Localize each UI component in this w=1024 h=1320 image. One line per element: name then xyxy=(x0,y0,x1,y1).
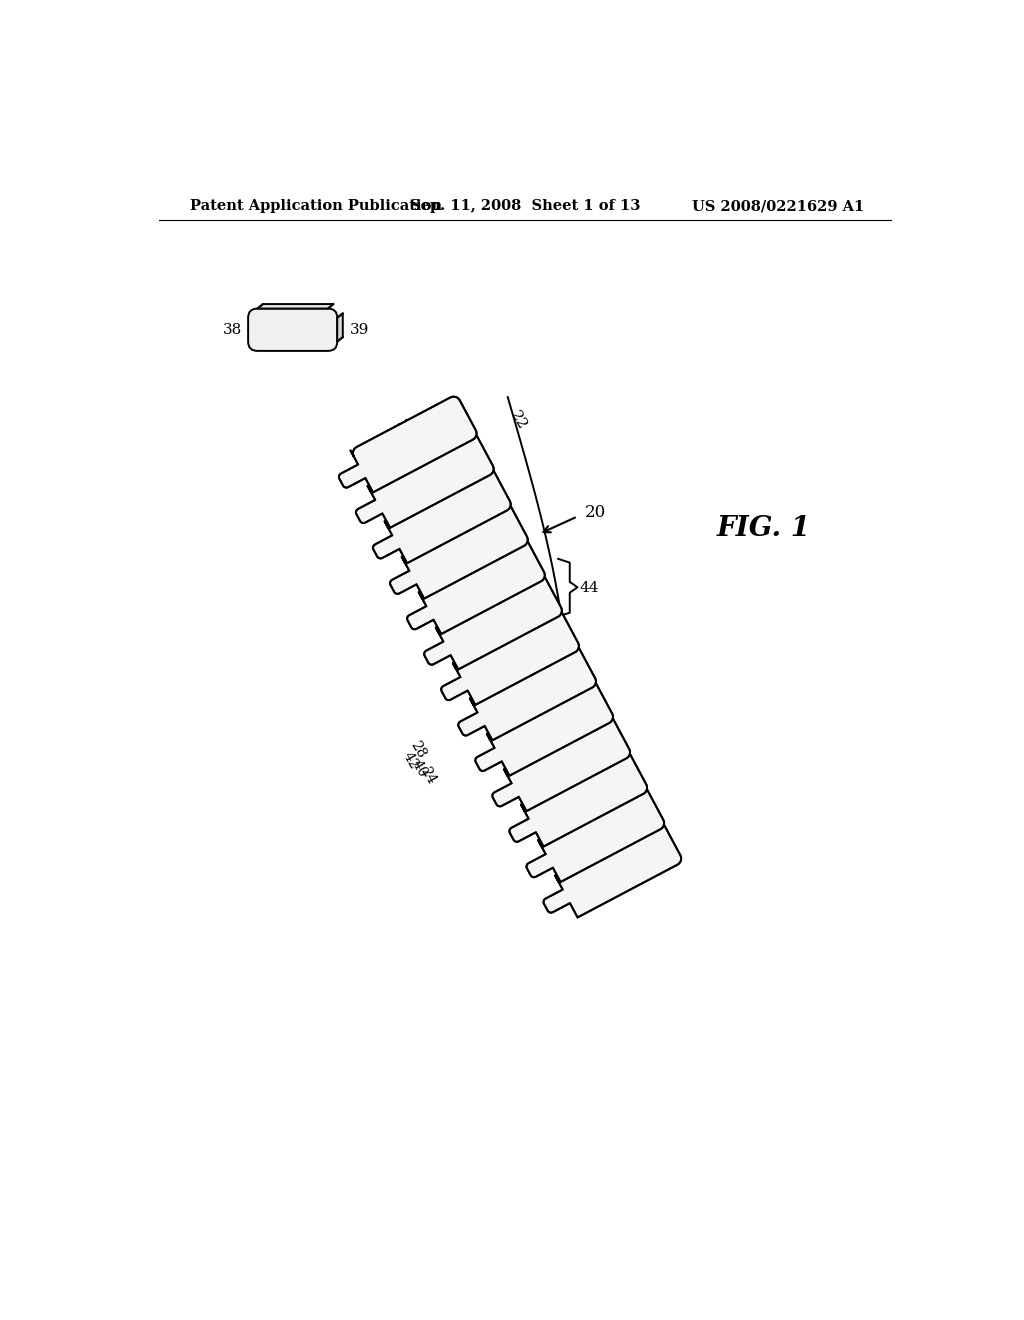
Text: 39: 39 xyxy=(349,323,369,337)
Polygon shape xyxy=(441,609,579,705)
Polygon shape xyxy=(459,644,596,741)
Text: 38: 38 xyxy=(222,323,242,337)
Polygon shape xyxy=(544,821,681,917)
Text: Sep. 11, 2008  Sheet 1 of 13: Sep. 11, 2008 Sheet 1 of 13 xyxy=(410,199,640,213)
Text: 38: 38 xyxy=(559,830,580,851)
Text: 24: 24 xyxy=(417,764,438,787)
Text: 22: 22 xyxy=(547,616,568,640)
Text: 40: 40 xyxy=(410,758,430,779)
Polygon shape xyxy=(257,304,334,309)
Polygon shape xyxy=(373,467,511,564)
Polygon shape xyxy=(337,313,343,342)
Text: 20: 20 xyxy=(586,504,606,521)
Text: FIG. 1: FIG. 1 xyxy=(717,515,811,541)
Polygon shape xyxy=(390,503,527,599)
Polygon shape xyxy=(424,574,562,669)
Text: Patent Application Publication: Patent Application Publication xyxy=(190,199,442,213)
Polygon shape xyxy=(475,680,613,776)
Text: 22: 22 xyxy=(508,408,529,432)
Text: US 2008/0221629 A1: US 2008/0221629 A1 xyxy=(692,199,864,213)
Text: 28: 28 xyxy=(408,739,429,760)
Text: 24: 24 xyxy=(393,417,415,441)
Text: 22: 22 xyxy=(578,715,598,738)
Text: 37: 37 xyxy=(559,818,580,841)
Polygon shape xyxy=(526,787,665,882)
Text: 42: 42 xyxy=(400,750,421,772)
Polygon shape xyxy=(356,432,494,528)
Polygon shape xyxy=(509,751,647,846)
Polygon shape xyxy=(339,396,476,492)
Polygon shape xyxy=(408,539,545,634)
Polygon shape xyxy=(493,715,630,812)
Text: 44: 44 xyxy=(580,581,599,595)
FancyBboxPatch shape xyxy=(248,309,337,351)
